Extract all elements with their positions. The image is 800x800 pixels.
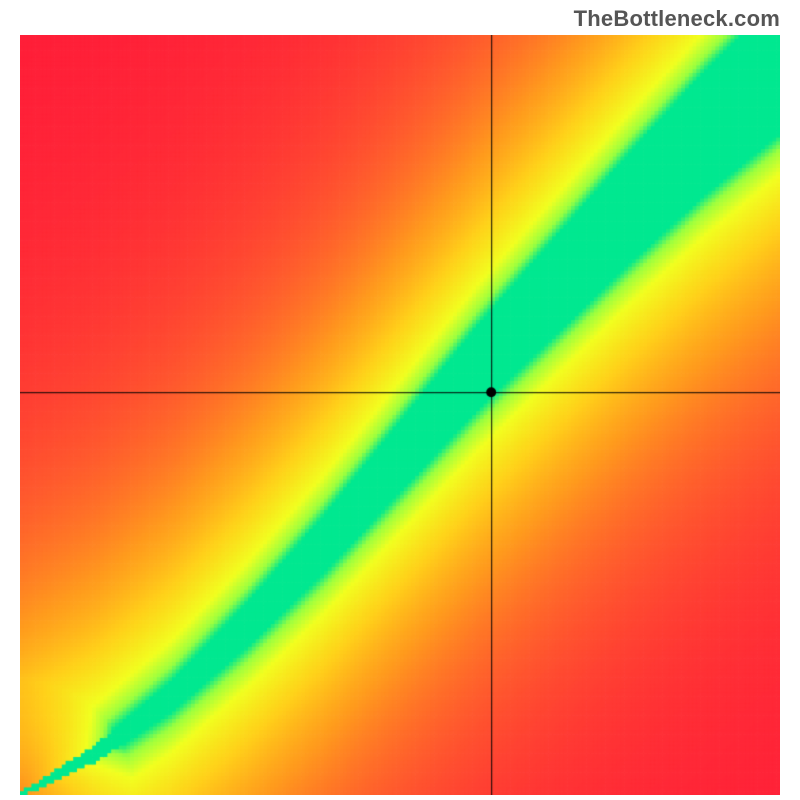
watermark-text: TheBottleneck.com — [574, 6, 780, 32]
heatmap-canvas — [20, 35, 780, 795]
heatmap-plot-area — [20, 35, 780, 795]
